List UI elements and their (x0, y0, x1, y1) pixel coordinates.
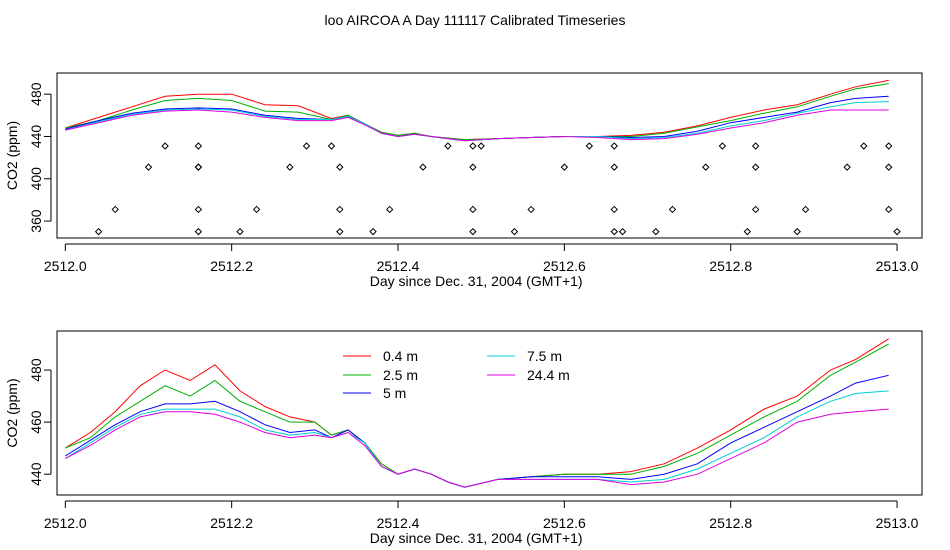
series-line-4 (65, 101, 889, 142)
data-point (702, 163, 710, 171)
x-tick-label: 2512.4 (377, 515, 420, 531)
data-point (751, 163, 760, 171)
x-tick-label: 2512.0 (44, 258, 87, 274)
series-line-3 (65, 95, 889, 142)
data-point (161, 142, 169, 150)
data-point (885, 142, 893, 150)
series-line-4 (65, 390, 889, 488)
x-tick-label: 2512.2 (210, 515, 253, 531)
data-point (252, 205, 261, 214)
legend: 0.4 m 2.5 m 5 m 7.5 m 24.4 m (343, 348, 570, 401)
data-point (668, 205, 677, 214)
legend-label: 5 m (383, 385, 406, 401)
y-axis-label: CO2 (ppm) (4, 121, 20, 190)
series-line-3 (65, 374, 889, 488)
data-point (302, 142, 311, 150)
data-point (194, 227, 203, 236)
data-point (610, 205, 618, 214)
y-axis-label: CO2 (ppm) (4, 378, 20, 447)
data-point (585, 142, 594, 150)
data-point (560, 163, 569, 171)
data-point (144, 163, 153, 171)
x-tick-label: 2512.4 (377, 258, 420, 274)
data-point (327, 142, 336, 150)
data-point (419, 163, 427, 171)
data-point (751, 142, 760, 150)
data-point (843, 163, 851, 171)
y-tick-label: 440 (28, 462, 44, 486)
chart-panel-2: 2512.0 2512.2 2512.4 2512.6 2512.8 2513.0 Day … (4, 330, 923, 546)
data-point (336, 163, 344, 171)
series-line-1 (65, 338, 889, 488)
series-line-2 (65, 83, 889, 141)
series-line-5 (65, 109, 889, 142)
data-point (194, 142, 203, 150)
series-line-5 (65, 408, 889, 488)
data-point (336, 205, 344, 214)
data-point (469, 205, 477, 214)
data-point (610, 227, 618, 236)
data-point (469, 227, 477, 236)
data-point (793, 227, 801, 236)
legend-label: 2.5 m (383, 367, 418, 383)
data-point (94, 227, 103, 236)
x-tick-label: 2512.8 (709, 515, 752, 531)
data-point (860, 142, 868, 150)
legend-label: 24.4 m (527, 367, 570, 383)
data-point (885, 205, 893, 214)
data-point (444, 142, 452, 150)
data-point (111, 205, 119, 214)
series-line-2 (65, 343, 889, 488)
x-tick-label: 2513.0 (876, 515, 919, 531)
x-tick-label: 2512.8 (709, 258, 752, 274)
data-point (510, 227, 519, 236)
x-tick-label: 2512.2 (210, 258, 253, 274)
data-point (652, 227, 660, 236)
data-point (527, 205, 535, 214)
data-point (194, 163, 203, 171)
data-point (885, 163, 893, 171)
x-tick-label: 2512.0 (44, 515, 87, 531)
x-tick-label: 2513.0 (876, 258, 919, 274)
data-point (801, 205, 810, 214)
legend-label: 7.5 m (527, 348, 562, 364)
legend-label: 0.4 m (383, 348, 418, 364)
plot-frame (56, 72, 923, 239)
y-tick-label: 440 (28, 125, 44, 149)
data-point (751, 205, 760, 214)
data-point (743, 227, 752, 236)
x-axis-label: Day since Dec. 31, 2004 (GMT+1) (370, 530, 583, 546)
y-tick-label: 400 (28, 167, 44, 191)
plot-frame (56, 330, 923, 496)
data-point (469, 163, 477, 171)
y-tick-label: 480 (28, 82, 44, 106)
data-point (893, 227, 901, 236)
figure-title: loo AIRCOA A Day 111117 Calibrated Times… (324, 12, 626, 28)
data-point (336, 227, 344, 236)
data-point (610, 142, 618, 150)
y-tick-label: 480 (28, 358, 44, 382)
data-point (718, 142, 727, 150)
data-point (385, 205, 394, 214)
chart-panel-1: 2512.0 2512.2 2512.4 2512.6 2512.8 2513.0 Day … (4, 72, 923, 289)
data-point (610, 163, 618, 171)
data-point (194, 163, 203, 171)
x-tick-label: 2512.6 (543, 515, 586, 531)
data-point (369, 227, 377, 236)
y-tick-label: 460 (28, 410, 44, 434)
data-point (286, 163, 294, 171)
data-point (618, 227, 627, 236)
x-tick-label: 2512.6 (543, 258, 586, 274)
data-point (477, 142, 485, 150)
y-tick-label: 360 (28, 209, 44, 233)
x-axis-label: Day since Dec. 31, 2004 (GMT+1) (370, 273, 583, 289)
data-point (194, 205, 203, 214)
data-point (469, 142, 477, 150)
data-point (236, 227, 244, 236)
